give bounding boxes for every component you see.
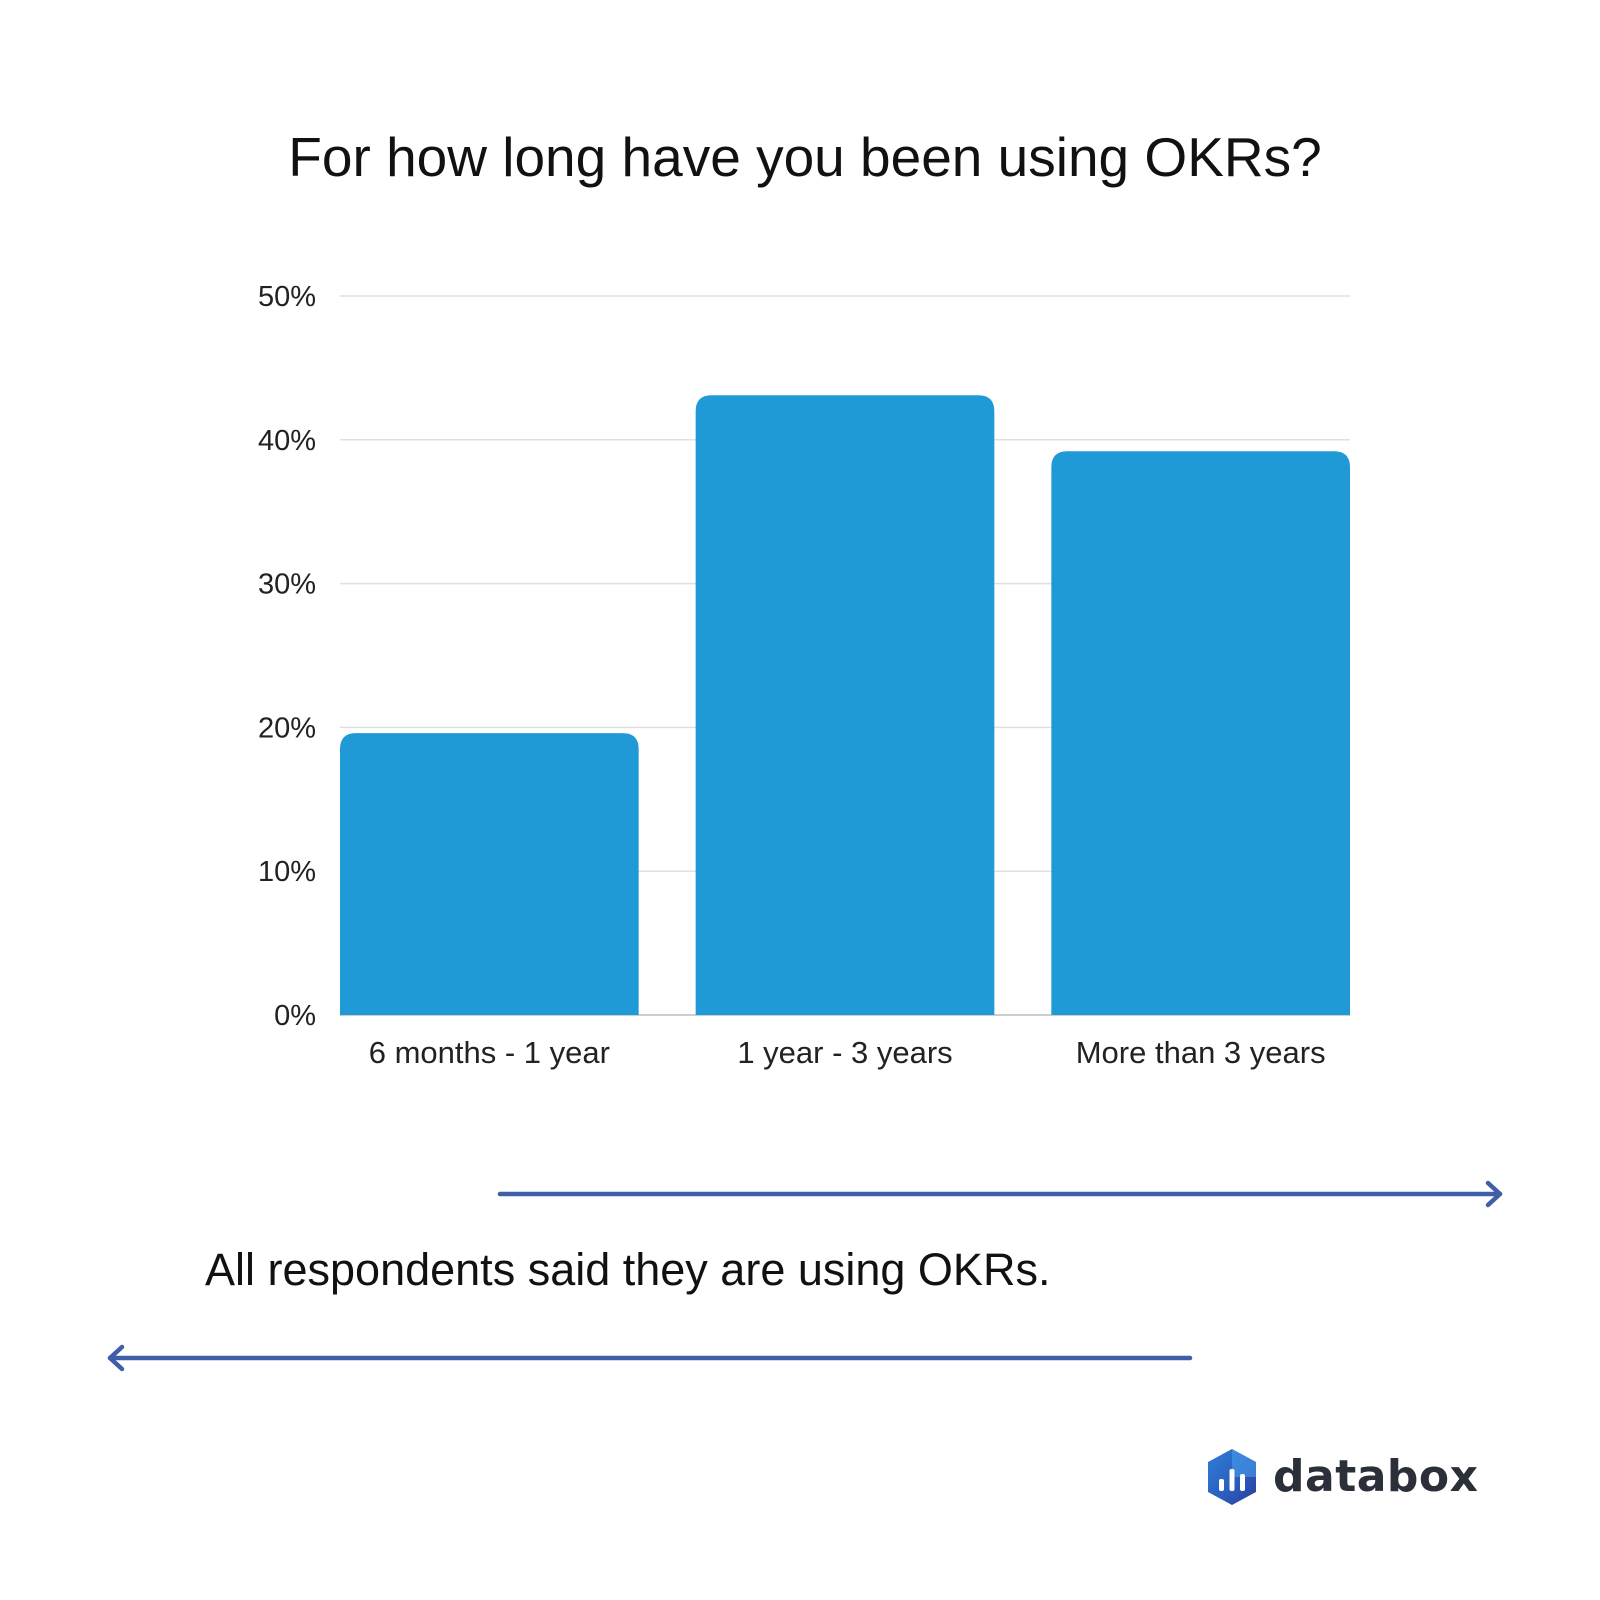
arrow-left-icon xyxy=(107,1344,1193,1372)
bars xyxy=(340,395,1350,1016)
y-tick-label: 0% xyxy=(274,1000,316,1032)
brand-logo: databox xyxy=(1205,1447,1479,1507)
bar-chart: 0% 10% 20% 30% 40% 50% 6 months - 1 year 1 yea… xyxy=(258,281,1350,1070)
y-tick-label: 30% xyxy=(258,569,316,601)
y-tick-label: 10% xyxy=(258,856,316,888)
x-category-label: 1 year - 3 years xyxy=(737,1035,952,1070)
x-axis-category-labels: 6 months - 1 year 1 year - 3 years More th… xyxy=(369,1035,1326,1070)
y-tick-label: 20% xyxy=(258,712,316,744)
arrow-right-icon xyxy=(497,1180,1503,1208)
brand-name: databox xyxy=(1273,1451,1479,1502)
x-category-label: 6 months - 1 year xyxy=(369,1035,610,1070)
y-axis-tick-labels: 0% 10% 20% 30% 40% 50% xyxy=(258,281,316,1032)
y-tick-label: 40% xyxy=(258,425,316,457)
chart-title: For how long have you been using OKRs? xyxy=(288,126,1322,188)
bar xyxy=(695,395,995,1015)
x-category-label: More than 3 years xyxy=(1076,1035,1326,1070)
bar xyxy=(340,733,639,1015)
databox-logo-icon xyxy=(1208,1449,1256,1505)
caption-text: All respondents said they are using OKRs… xyxy=(205,1244,1051,1295)
bar xyxy=(1051,451,1350,1016)
y-tick-label: 50% xyxy=(258,281,316,313)
